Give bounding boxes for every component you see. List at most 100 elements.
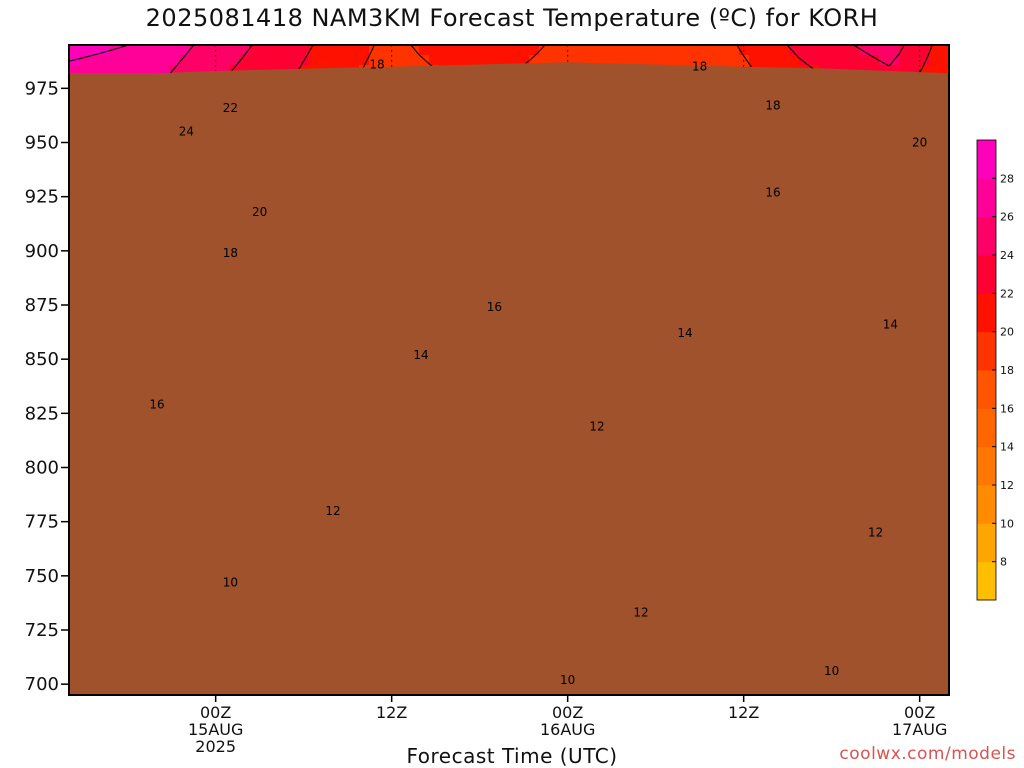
field-cell — [789, 45, 800, 56]
field-cell — [559, 45, 570, 56]
field-cell — [349, 55, 360, 66]
field-cell — [719, 55, 730, 66]
field-cell — [289, 55, 300, 66]
field-cell — [719, 45, 730, 56]
field-cell — [769, 45, 780, 56]
field-cell — [569, 45, 580, 56]
field-cell — [519, 45, 530, 56]
field-cell — [529, 45, 540, 56]
field-cell — [849, 55, 860, 66]
field-cell — [469, 45, 480, 56]
field-cell — [889, 65, 900, 76]
field-cell — [579, 55, 590, 66]
field-cell — [609, 55, 620, 66]
field-cell — [469, 55, 480, 66]
field-cell — [639, 55, 650, 66]
field-cell — [229, 45, 240, 56]
field-cell — [899, 45, 910, 56]
field-cell — [299, 45, 310, 56]
field-cell — [839, 45, 850, 56]
field-cell — [359, 55, 370, 66]
field-cell — [109, 55, 120, 66]
field-cell — [119, 55, 130, 66]
field-cell — [219, 45, 230, 56]
field-cell — [629, 45, 640, 56]
field-cell — [509, 55, 520, 66]
field-cell — [909, 65, 920, 76]
field-cell — [799, 45, 810, 56]
field-cell — [729, 45, 740, 56]
field-cell — [229, 55, 240, 66]
field-cell — [599, 55, 610, 66]
field-cell — [749, 45, 760, 56]
field-cell — [379, 55, 390, 66]
field-cell — [439, 45, 450, 56]
field-cell — [539, 45, 550, 56]
field-cell — [139, 55, 150, 66]
field-cell — [359, 45, 370, 56]
field-cell — [869, 55, 880, 66]
field-cell — [809, 45, 820, 56]
field-cell — [189, 55, 200, 66]
field-cell — [139, 65, 150, 76]
field-cell — [99, 55, 110, 66]
field-cell — [79, 65, 90, 76]
field-cell — [879, 45, 890, 56]
field-cell — [899, 55, 910, 66]
field-cell — [159, 45, 170, 56]
field-cell — [69, 65, 80, 76]
field-cell — [339, 55, 350, 66]
field-cell — [209, 45, 220, 56]
field-cell — [199, 45, 210, 56]
field-cell — [439, 55, 450, 66]
field-cell — [149, 55, 160, 66]
field-cell — [79, 55, 90, 66]
field-cell — [919, 45, 930, 56]
field-cell — [709, 55, 720, 66]
field-cell — [149, 45, 160, 56]
field-cell — [269, 55, 280, 66]
field-cell — [749, 55, 760, 66]
field-cell — [819, 45, 830, 56]
field-cell — [329, 45, 340, 56]
field-cell — [189, 45, 200, 56]
field-cell — [399, 45, 410, 56]
field-cell — [259, 45, 270, 56]
field-cell — [809, 55, 820, 66]
field-cell — [139, 45, 150, 56]
field-cell — [149, 65, 160, 76]
field-cell — [929, 45, 940, 56]
field-cell — [209, 55, 220, 66]
field-cell — [179, 65, 190, 76]
field-cell — [709, 45, 720, 56]
field-cell — [829, 55, 840, 66]
field-cell — [99, 45, 110, 56]
field-cell — [929, 65, 940, 76]
field-cell — [779, 55, 790, 66]
field-cell — [399, 55, 410, 66]
field-cell — [229, 65, 240, 76]
field-cell — [549, 45, 560, 56]
field-cell — [619, 55, 630, 66]
chart-title: 2025081418 NAM3KM Forecast Temperature (… — [145, 4, 879, 32]
field-cell — [889, 45, 900, 56]
field-cell — [109, 45, 120, 56]
field-cell — [169, 65, 180, 76]
field-cell — [449, 55, 460, 66]
field-cell — [179, 45, 190, 56]
field-cell — [199, 65, 210, 76]
field-cell — [169, 45, 180, 56]
field-cell — [539, 55, 550, 66]
field-cell — [499, 45, 510, 56]
field-cell — [789, 55, 800, 66]
field-cell — [289, 45, 300, 56]
field-cell — [569, 55, 580, 66]
field-cell — [249, 55, 260, 66]
field-cell — [529, 55, 540, 66]
field-cell — [419, 55, 430, 66]
field-cell — [699, 45, 710, 56]
field-cell — [699, 55, 710, 66]
field-cell — [179, 55, 190, 66]
field-cell — [739, 55, 750, 66]
field-cell — [319, 55, 330, 66]
